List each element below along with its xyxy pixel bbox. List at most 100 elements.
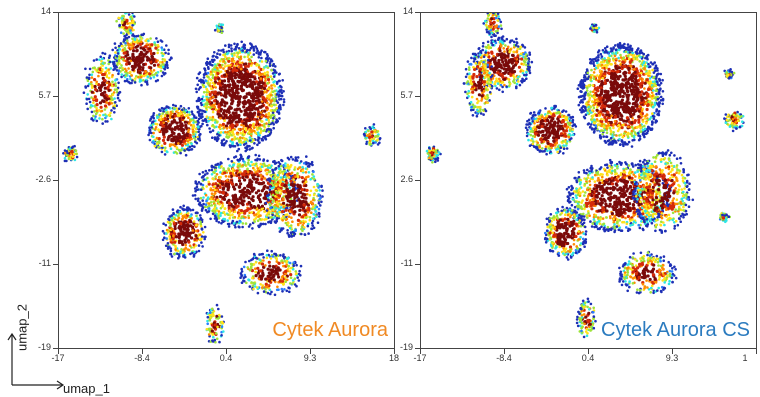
cell-point: [256, 138, 260, 142]
cell-point: [253, 282, 256, 285]
cell-point: [267, 253, 270, 257]
cell-point: [220, 82, 224, 86]
cell-point: [593, 118, 596, 121]
cell-point: [255, 177, 259, 181]
cell-point: [262, 256, 265, 259]
cell-point: [164, 232, 168, 235]
cell-point: [282, 103, 285, 107]
cell-point: [129, 44, 132, 47]
cell-point: [86, 84, 90, 88]
cell-point: [151, 73, 154, 77]
cell-point: [245, 281, 248, 285]
cell-point: [255, 164, 259, 168]
cell-point: [254, 158, 257, 162]
cell-point: [184, 142, 187, 146]
cell-point: [238, 138, 241, 142]
cell-point: [197, 249, 201, 253]
cell-point: [211, 73, 215, 77]
cell-point: [248, 211, 251, 214]
cell-point: [135, 75, 138, 78]
cell-point: [256, 291, 260, 295]
cell-point: [204, 119, 208, 122]
cell-point: [98, 67, 102, 71]
cell-point: [124, 74, 128, 77]
cell-point: [242, 121, 246, 125]
cell-point: [283, 184, 287, 188]
cell-point: [169, 147, 173, 150]
cell-point: [280, 164, 283, 168]
cell-point: [187, 130, 190, 134]
cell-point: [161, 138, 166, 142]
cell-point: [210, 78, 213, 82]
cell-point: [276, 173, 279, 177]
cell-point: [226, 182, 231, 187]
cell-point: [265, 253, 269, 257]
cell-point: [237, 185, 241, 189]
cell-point: [304, 180, 308, 183]
cell-point: [109, 99, 112, 103]
cell-point: [209, 70, 213, 74]
cell-point: [157, 137, 161, 141]
cell-point: [311, 202, 315, 206]
cell-point: [170, 227, 174, 231]
cell-point: [218, 134, 221, 137]
cell-point: [202, 90, 206, 94]
cell-point: [277, 187, 280, 191]
cell-point: [207, 182, 211, 186]
cell-point: [267, 130, 271, 133]
cell-point: [149, 49, 153, 53]
cell-point: [237, 128, 241, 131]
cell-point: [212, 84, 216, 87]
cell-point: [168, 144, 172, 148]
cell-point: [227, 198, 231, 202]
cell-point: [94, 112, 98, 116]
cell-point: [267, 87, 270, 91]
cell-point: [125, 30, 129, 34]
cell-point: [94, 87, 98, 92]
cell-point: [214, 175, 217, 178]
cell-point: [217, 313, 221, 317]
cell-point: [260, 137, 264, 141]
cell-point: [224, 124, 228, 128]
cell-point: [308, 193, 312, 197]
cell-point: [264, 50, 267, 54]
cell-point: [105, 97, 109, 101]
cell-point: [244, 82, 248, 86]
cell-point: [248, 180, 252, 184]
cell-point: [271, 111, 275, 115]
cell-point: [217, 216, 221, 220]
cell-point: [213, 323, 217, 327]
cell-point: [238, 51, 242, 54]
cell-point: [227, 43, 231, 47]
cell-point: [244, 222, 248, 225]
cell-point: [271, 183, 275, 187]
cell-point: [103, 108, 107, 111]
cell-point: [284, 280, 287, 284]
cell-point: [65, 154, 68, 157]
cell-point: [101, 122, 104, 125]
cell-point: [206, 322, 209, 326]
cell-point: [90, 117, 94, 120]
cell-point: [204, 235, 207, 239]
cell-point: [320, 200, 323, 204]
cell-point: [225, 90, 229, 94]
cell-point: [252, 166, 255, 170]
cell-point: [150, 54, 154, 59]
cell-point: [103, 52, 107, 56]
cell-point: [166, 242, 170, 245]
cell-point: [240, 141, 244, 144]
cell-point: [300, 188, 304, 192]
cell-point: [305, 155, 308, 158]
cell-point: [209, 97, 212, 100]
cell-point: [140, 40, 143, 44]
cell-point: [177, 216, 181, 220]
cell-point: [196, 83, 199, 87]
cell-point: [67, 157, 71, 161]
cell-point: [237, 179, 242, 183]
cell-point: [236, 158, 239, 162]
cell-point: [271, 72, 275, 75]
cell-point: [127, 32, 130, 35]
cell-point: [244, 175, 249, 179]
cell-point: [290, 235, 293, 238]
cell-point: [68, 147, 72, 150]
